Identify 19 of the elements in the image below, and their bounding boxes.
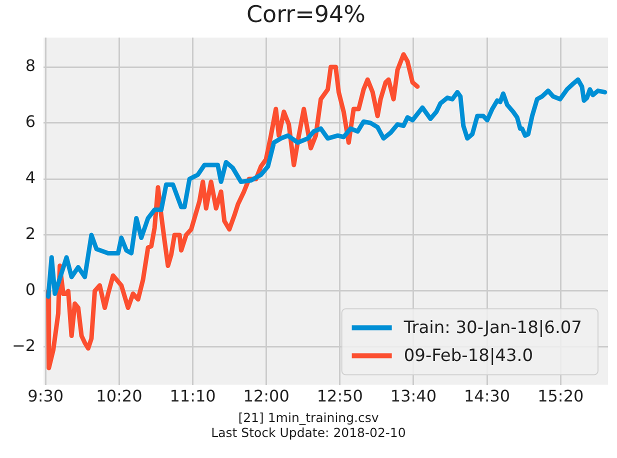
legend-label: 09-Feb-18|43.0 — [404, 346, 534, 366]
x-tick-label: 12:50 — [316, 386, 363, 406]
chart-title: Corr=94% — [246, 2, 366, 28]
x-tick-label: 14:30 — [464, 386, 510, 406]
x-tick-label: 12:00 — [243, 386, 290, 406]
x-tick-label: 15:20 — [538, 386, 584, 406]
y-tick-label: −2 — [12, 336, 36, 356]
x-tick-label: 10:20 — [96, 386, 142, 406]
x-tick-label: 11:10 — [170, 386, 216, 406]
x-tick-label: 13:40 — [390, 386, 437, 406]
legend-label: Train: 30-Jan-18|6.07 — [402, 318, 582, 338]
y-tick-label: 2 — [25, 224, 36, 244]
text: Last Stock Update: 2018-02-10 — [210, 425, 407, 440]
y-tick-label: 8 — [25, 56, 36, 76]
x-tick-label: 9:30 — [28, 386, 64, 406]
y-tick-label: 4 — [25, 168, 36, 188]
y-tick-label: 0 — [25, 280, 36, 300]
y-tick-label: 6 — [25, 112, 36, 132]
text: [21] 1min_training.csv — [237, 410, 380, 425]
